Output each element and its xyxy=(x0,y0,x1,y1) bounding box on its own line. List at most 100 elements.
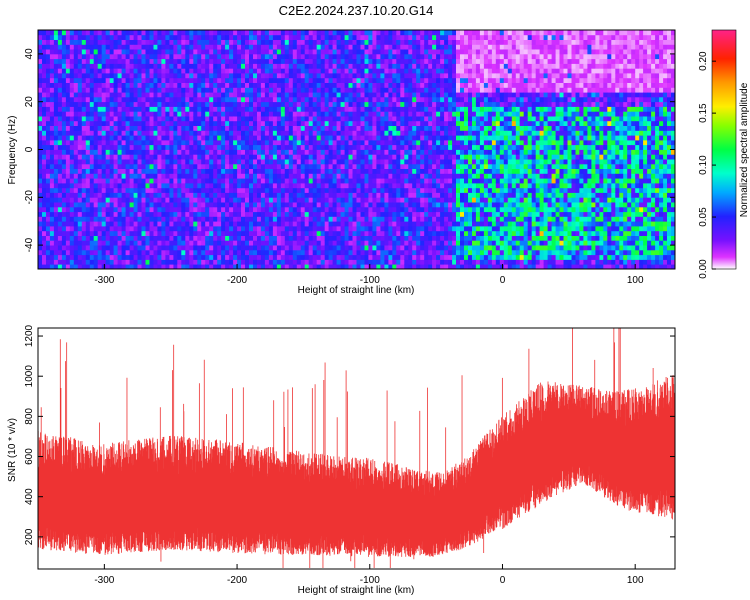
spectrogram-cell xyxy=(408,187,413,193)
spectrogram-cell xyxy=(328,101,333,107)
spectrogram-cell xyxy=(324,173,330,179)
spectrogram-cell xyxy=(185,216,190,222)
spectrogram-cell xyxy=(97,96,103,103)
spectrogram-cell xyxy=(408,163,413,169)
spectrogram-cell xyxy=(101,202,107,208)
spectrogram-cell xyxy=(420,58,425,64)
spectrogram-cell xyxy=(153,82,158,88)
spectrogram-cell xyxy=(185,53,190,60)
spectrogram-cell xyxy=(288,135,294,141)
spectrogram-cell xyxy=(77,221,83,227)
spectrogram-cell xyxy=(320,106,326,112)
spectrogram-cell xyxy=(145,249,150,256)
spectrogram-cell xyxy=(65,168,71,174)
spectrogram-cell xyxy=(316,235,322,241)
spectrogram-cell xyxy=(416,254,421,260)
spectrogram-cell xyxy=(177,82,182,88)
spectrogram-cell xyxy=(245,73,250,79)
spectrogram-cell xyxy=(113,197,118,203)
spectrogram-cell xyxy=(97,187,103,193)
spectrogram-cell xyxy=(165,159,170,165)
spectrogram-cell xyxy=(336,178,341,184)
spectrogram-cell xyxy=(360,254,365,260)
spectrogram-cell xyxy=(177,73,182,79)
spectrogram-cell xyxy=(101,106,107,112)
spectrogram-cell xyxy=(49,259,55,265)
spectrogram-cell xyxy=(42,44,47,50)
spectrogram-cell xyxy=(356,63,361,69)
spectrogram-cell xyxy=(42,183,47,189)
spectrogram-cell xyxy=(388,249,393,256)
spectrogram-cell xyxy=(368,163,373,169)
spectrogram-cell xyxy=(404,216,409,222)
spectrogram-cell xyxy=(304,68,310,74)
spectrogram-cell xyxy=(388,221,393,227)
spectrogram-cell xyxy=(288,149,294,155)
spectrogram-cell xyxy=(400,44,405,50)
spectrogram-cell xyxy=(424,221,429,227)
spectrogram-cell xyxy=(237,197,242,203)
spectrogram-cell xyxy=(284,183,290,189)
spectrogram-cell xyxy=(241,245,246,251)
spectrogram-cell xyxy=(237,221,242,227)
spectrogram-cell xyxy=(384,68,389,74)
spectrogram-cell xyxy=(332,254,337,260)
spectrogram-cell xyxy=(396,87,401,93)
spectrogram-cell xyxy=(145,30,150,36)
spectrogram-cell xyxy=(253,249,258,256)
spectrogram-cell xyxy=(260,106,266,112)
spectrogram-cell xyxy=(264,92,270,98)
spectrogram-cell xyxy=(392,87,397,93)
spectrogram-cell xyxy=(420,163,425,169)
spectrogram-cell xyxy=(340,106,345,112)
spectrogram-cell xyxy=(245,87,250,93)
spectrogram-cell xyxy=(133,135,138,141)
spectrogram-cell xyxy=(213,73,218,79)
spectrogram-cell xyxy=(380,206,385,213)
spectrogram-cell xyxy=(332,211,337,217)
spectrogram-cell xyxy=(173,73,178,79)
spectrogram-cell xyxy=(193,226,198,232)
spectrogram-cell xyxy=(245,259,250,265)
spectrogram-cell xyxy=(233,235,238,241)
spectrogram-cell xyxy=(324,125,330,131)
spectrogram-cell xyxy=(49,264,55,269)
spectrogram-cell xyxy=(161,82,166,88)
spectrogram-cell xyxy=(193,211,198,217)
spectrogram-cell xyxy=(145,168,150,174)
spectrogram-cell xyxy=(388,34,393,40)
spectrogram-cell xyxy=(292,230,298,236)
spectrogram-cell xyxy=(77,245,83,251)
spectrogram-cell xyxy=(328,202,333,208)
spectrogram-cell xyxy=(89,49,95,55)
spectrogram-cell xyxy=(300,178,306,184)
spectrogram-cell xyxy=(101,168,107,174)
spectrogram-cell xyxy=(384,49,389,55)
spectrogram-cell xyxy=(109,163,115,169)
spectrogram-cell xyxy=(229,49,234,55)
spectrogram-cell xyxy=(428,202,433,208)
spectrogram-cell xyxy=(272,30,278,36)
spectrogram-cell xyxy=(332,63,337,69)
spectrogram-cell xyxy=(149,120,154,126)
spectrogram-cell xyxy=(404,235,409,241)
spectrogram-cell xyxy=(109,34,115,40)
spectrogram-cell xyxy=(380,49,385,55)
spectrogram-cell xyxy=(129,39,134,45)
spectrogram-cell xyxy=(392,163,397,169)
spectrogram-cell xyxy=(404,82,409,88)
spectrogram-cell xyxy=(141,173,146,179)
spectrogram-cell xyxy=(153,63,158,69)
spectrogram-cell xyxy=(428,30,433,36)
spectrogram-cell xyxy=(280,135,286,141)
spectrogram-cell xyxy=(352,240,357,246)
spectrogram-cell xyxy=(113,235,118,241)
spectrogram-cell xyxy=(420,53,425,60)
spectrogram-cell xyxy=(300,206,306,213)
spectrogram-cell xyxy=(229,139,234,146)
spectrogram-cell xyxy=(412,187,417,193)
spectrogram-cell xyxy=(125,53,130,60)
spectrogram-cell xyxy=(89,139,95,146)
spectrogram-cell xyxy=(53,34,59,40)
spectrogram-cell xyxy=(388,154,393,160)
